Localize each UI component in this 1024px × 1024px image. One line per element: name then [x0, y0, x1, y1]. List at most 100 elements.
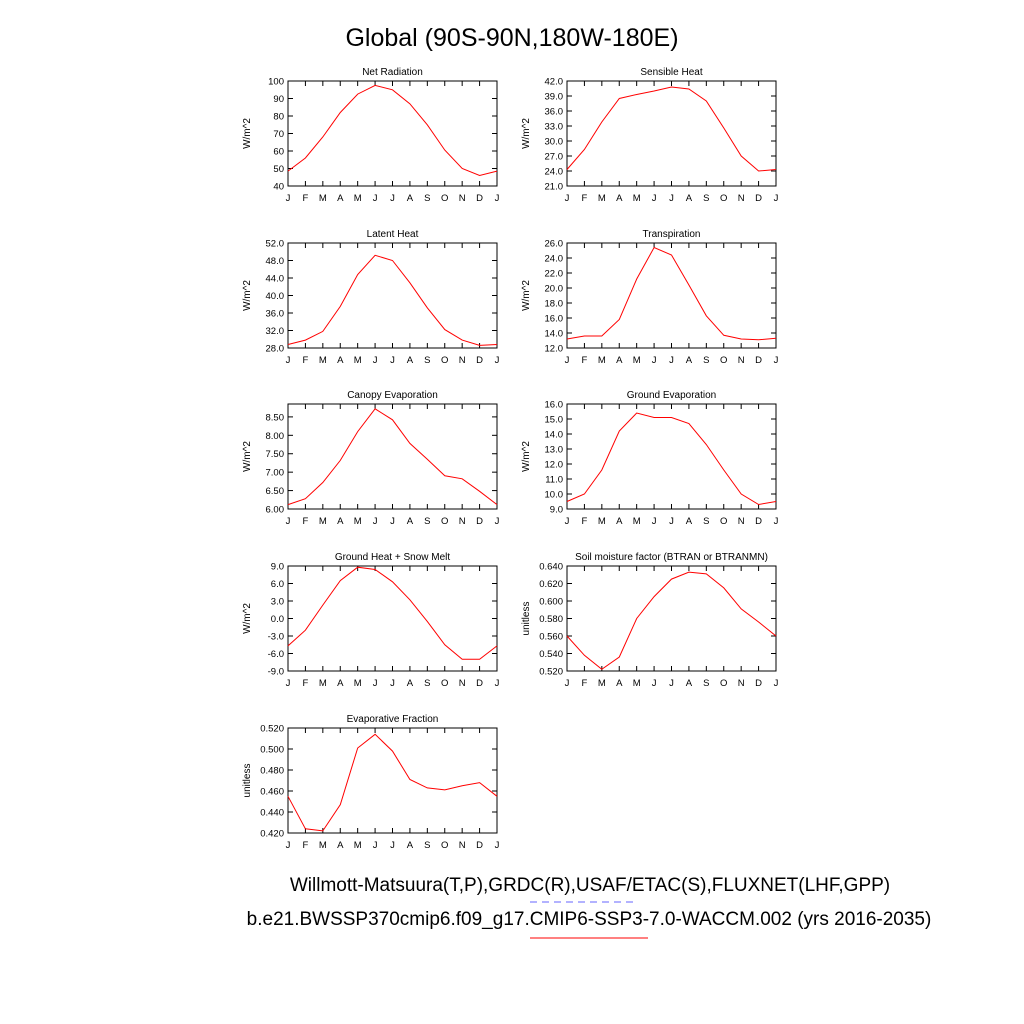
- x-tick-label: J: [373, 516, 378, 527]
- x-tick-label: N: [459, 840, 466, 851]
- y-axis-label: W/m^2: [521, 280, 532, 311]
- series-line-model: [287, 408, 498, 506]
- series-line-model: [566, 246, 777, 341]
- y-tick-label: 26.0: [545, 239, 564, 250]
- y-tick-label: 0.560: [539, 632, 563, 643]
- y-tick-label: 21.0: [545, 182, 564, 193]
- x-tick-label: A: [407, 355, 414, 366]
- y-axis-label: W/m^2: [521, 441, 532, 472]
- y-tick-label: 39.0: [545, 92, 564, 103]
- x-tick-label: A: [686, 355, 693, 366]
- x-tick-label: A: [407, 678, 414, 689]
- x-tick-label: O: [441, 678, 448, 689]
- y-tick-label: 70: [273, 129, 284, 140]
- x-tick-label: M: [319, 516, 327, 527]
- x-tick-label: J: [390, 678, 395, 689]
- y-tick-label: 90: [273, 94, 284, 105]
- x-tick-label: D: [476, 516, 483, 527]
- x-tick-label: J: [669, 678, 674, 689]
- x-tick-label: J: [390, 516, 395, 527]
- y-tick-label: 0.500: [260, 745, 284, 756]
- y-tick-label: 14.0: [545, 430, 564, 441]
- x-tick-label: D: [755, 355, 762, 366]
- y-tick-label: 0.0: [271, 614, 284, 625]
- x-tick-label: D: [755, 678, 762, 689]
- x-tick-label: F: [303, 840, 309, 851]
- x-tick-label: J: [652, 193, 657, 204]
- panel-title: Soil moisture factor (BTRAN or BTRANMN): [575, 552, 768, 563]
- x-tick-label: S: [424, 355, 430, 366]
- x-tick-label: J: [286, 840, 291, 851]
- plot-frame: [566, 403, 777, 510]
- x-tick-label: M: [319, 355, 327, 366]
- x-tick-label: O: [720, 355, 727, 366]
- panel-7: Ground Heat + Snow Melt -9.0 -6.0 -3.0 0.0 3.…: [242, 552, 500, 689]
- x-tick-label: J: [652, 355, 657, 366]
- x-tick-label: J: [565, 355, 570, 366]
- y-tick-label: 40.0: [266, 291, 285, 302]
- x-tick-label: J: [373, 840, 378, 851]
- x-tick-label: F: [582, 516, 588, 527]
- series-line-model: [566, 412, 777, 506]
- x-tick-label: M: [598, 193, 606, 204]
- y-tick-label: 11.0: [545, 475, 563, 486]
- y-axis-label: W/m^2: [242, 441, 253, 472]
- x-tick-label: A: [407, 840, 414, 851]
- x-tick-label: N: [738, 678, 745, 689]
- series-line-model: [287, 733, 498, 832]
- x-tick-label: O: [720, 516, 727, 527]
- x-tick-label: O: [720, 193, 727, 204]
- x-tick-label: N: [459, 516, 466, 527]
- x-tick-label: S: [424, 193, 430, 204]
- y-axis-label: W/m^2: [242, 603, 253, 634]
- y-tick-label: 40: [273, 182, 284, 193]
- y-tick-label: 48.0: [266, 256, 285, 267]
- x-tick-label: S: [703, 355, 709, 366]
- x-tick-label: J: [774, 355, 779, 366]
- x-tick-label: J: [652, 516, 657, 527]
- x-tick-label: M: [598, 678, 606, 689]
- x-tick-label: A: [337, 516, 344, 527]
- x-tick-label: J: [669, 193, 674, 204]
- y-tick-label: 3.0: [271, 597, 284, 608]
- y-tick-label: 0.620: [539, 579, 563, 590]
- x-tick-label: J: [373, 678, 378, 689]
- x-tick-label: M: [354, 516, 362, 527]
- x-tick-label: F: [303, 193, 309, 204]
- y-axis-label: W/m^2: [242, 280, 253, 311]
- x-tick-label: J: [774, 516, 779, 527]
- panel-title: Transpiration: [643, 229, 701, 240]
- y-tick-label: 12.0: [545, 344, 564, 355]
- x-tick-label: M: [633, 355, 641, 366]
- x-tick-label: J: [495, 678, 500, 689]
- x-tick-label: M: [319, 193, 327, 204]
- y-axis-label: W/m^2: [242, 118, 253, 149]
- y-tick-label: 6.00: [266, 505, 285, 516]
- x-tick-label: J: [495, 193, 500, 204]
- plot-frame: [566, 80, 777, 187]
- x-tick-label: A: [686, 193, 693, 204]
- x-tick-label: S: [424, 678, 430, 689]
- y-tick-label: 7.00: [266, 468, 285, 479]
- x-tick-label: O: [441, 193, 448, 204]
- y-axis-label: W/m^2: [521, 118, 532, 149]
- panel-title: Latent Heat: [367, 229, 419, 240]
- y-tick-label: 0.540: [539, 649, 563, 660]
- x-tick-label: J: [669, 516, 674, 527]
- y-tick-label: 32.0: [266, 326, 285, 337]
- panel-6: Ground Evaporation 9.0 10.0 11.0 12.0 13.0 14.…: [521, 390, 779, 527]
- x-tick-label: F: [303, 355, 309, 366]
- panel-5: Canopy Evaporation 6.00 6.50 7.00 7.50 8.00 8.…: [242, 390, 500, 527]
- y-tick-label: 0.480: [260, 766, 284, 777]
- y-tick-label: 8.00: [266, 431, 285, 442]
- x-tick-label: F: [303, 678, 309, 689]
- x-tick-label: M: [354, 840, 362, 851]
- series-line-model: [287, 84, 498, 177]
- x-tick-label: D: [755, 193, 762, 204]
- x-tick-label: J: [286, 355, 291, 366]
- panel-title: Ground Evaporation: [627, 390, 717, 401]
- panel-title: Net Radiation: [362, 67, 423, 78]
- x-tick-label: A: [337, 355, 344, 366]
